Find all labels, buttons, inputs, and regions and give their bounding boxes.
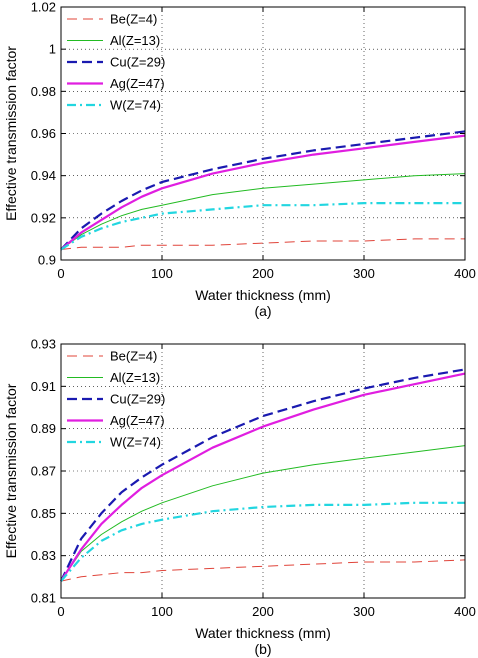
panel-b-legend-label: W(Z=74) [110, 435, 161, 450]
panel-a-y-tick-label: 0.94 [31, 168, 56, 183]
panel-a-x-tick-label: 200 [252, 266, 274, 281]
panel-b-x-tick-label: 400 [454, 604, 476, 619]
panel-b-series-line-ag [60, 372, 466, 582]
panel-b-x-tick-label: 200 [252, 604, 274, 619]
panel-a-series-line-ag [60, 134, 466, 251]
panel-b-series-line-w [60, 501, 465, 582]
panel-b-x-axis-label: Water thickness (mm) [195, 625, 331, 641]
panel-b-y-tick-label: 0.81 [31, 591, 56, 606]
panel-b-series-line-be [60, 559, 466, 582]
panel-a-series-line-al [60, 173, 466, 250]
panel-a-x-tick-label: 100 [151, 266, 173, 281]
panel-a-x-tick-label: 300 [353, 266, 375, 281]
panel-a-series-line-be [60, 238, 465, 250]
panel-a-x-axis-label: Water thickness (mm) [195, 287, 331, 303]
panel-a-y-axis-label: Effective transmission factor [3, 46, 19, 221]
panel-a-y-tick-label: 0.9 [38, 253, 56, 268]
panel-a-series-line-w [60, 202, 465, 251]
panel-b-y-tick-label: 0.83 [31, 548, 56, 563]
chart-panel-a: 0 100 200 300 400 0.9 0.92 0.94 0.96 0.98 1 1.02 Wat… [3, 0, 476, 303]
panel-a-y-tick-label: 0.92 [31, 210, 56, 225]
panel-b-y-tick-label: 0.91 [31, 379, 56, 394]
panel-b-y-tick-label: 0.87 [31, 464, 56, 479]
panel-b-x-tick-label: 100 [151, 604, 173, 619]
panel-label-a: (a) [254, 303, 271, 319]
panel-a-x-tick-label: 0 [57, 266, 64, 281]
panel-label-b: (b) [254, 641, 271, 657]
panel-a-legend-label: Be(Z=4) [110, 12, 157, 27]
panel-b-legend-label: Ag(Z=47) [110, 413, 165, 428]
panel-b-x-tick-label: 300 [353, 604, 375, 619]
panel-a-y-tick-label: 0.96 [31, 126, 56, 141]
panel-a-y-tick-label: 1.02 [31, 0, 56, 15]
panel-a-legend-label: W(Z=74) [110, 98, 161, 113]
panel-a-y-tick-label: 0.98 [31, 84, 56, 99]
panel-b-y-tick-label: 0.93 [31, 337, 56, 352]
panel-a-y-tick-label: 1 [49, 42, 56, 57]
panel-b-x-tick-label: 0 [57, 604, 64, 619]
panel-a-series-line-cu [60, 130, 466, 251]
panel-b-y-tick-label: 0.85 [31, 506, 56, 521]
panel-b-y-tick-label: 0.89 [31, 421, 56, 436]
panel-b-series-line-cu [60, 368, 466, 582]
chart-panel-b: 0 100 200 300 400 0.81 0.83 0.85 0.87 0.89 0.91 0.9… [3, 337, 476, 642]
panel-b-legend-label: Cu(Z=29) [110, 392, 165, 407]
panel-b-legend-label: Be(Z=4) [110, 349, 157, 364]
panel-a-legend-label: Cu(Z=29) [110, 55, 165, 70]
panel-b-series-line-al [60, 445, 466, 582]
panel-a-legend-label: Ag(Z=47) [110, 76, 165, 91]
panel-b-y-axis-label: Effective transmission factor [3, 383, 19, 558]
panel-b-legend-label: Al(Z=13) [110, 370, 160, 385]
panel-a-x-tick-label: 400 [454, 266, 476, 281]
panel-a-legend-label: Al(Z=13) [110, 33, 160, 48]
